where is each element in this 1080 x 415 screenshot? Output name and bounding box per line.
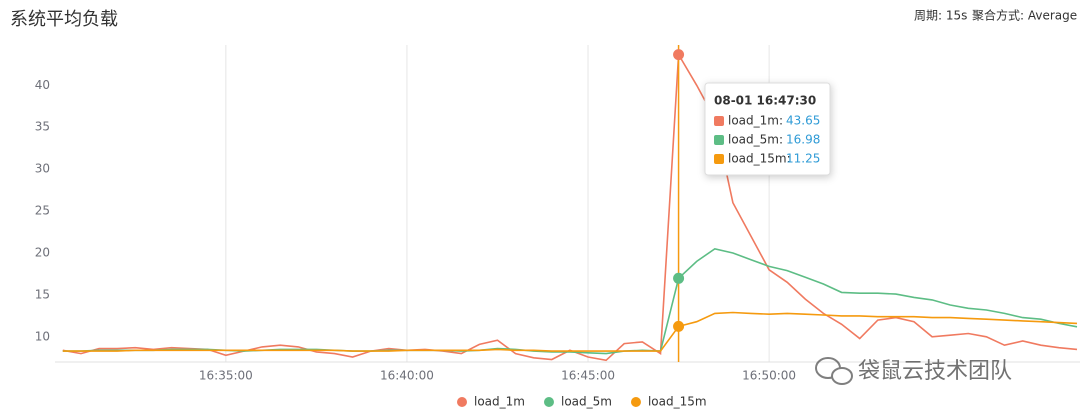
y-tick-label: 20 [35, 245, 50, 259]
tooltip-label: load_5m: [728, 133, 783, 147]
chart-title: 系统平均负载 [10, 9, 118, 30]
legend-label: load_1m [474, 395, 525, 409]
highlight-dot [673, 272, 685, 284]
y-tick-label: 15 [35, 287, 50, 301]
x-tick-label: 16:35:00 [199, 369, 253, 383]
tooltip-swatch [714, 135, 724, 145]
watermark: 袋鼠云技术团队 [815, 357, 1012, 385]
legend-marker [543, 397, 554, 407]
y-tick-label: 30 [35, 162, 50, 176]
tooltip-value: 11.25 [786, 152, 820, 166]
x-tick-label: 16:40:00 [380, 369, 434, 383]
series-line [62, 311, 1078, 352]
legend-marker [457, 397, 467, 407]
highlight-dot [673, 320, 685, 332]
tooltip-title: 08-01 16:47:30 [714, 94, 816, 108]
y-tick-label: 10 [35, 329, 50, 343]
plot: 16:35:00 16:40:00 16:45:00 16:50:00 10 15 20 25… [35, 45, 1080, 383]
tooltip-value: 16.98 [786, 133, 820, 147]
legend-label: load_5m [561, 395, 612, 409]
y-tick-label: 35 [35, 120, 50, 134]
highlight-dot [673, 49, 685, 61]
y-tick-label: 25 [35, 204, 50, 218]
series-line [62, 247, 1078, 355]
legend-marker [630, 397, 641, 407]
tooltip-label: load_1m: [728, 114, 783, 128]
aggregation: 聚合方式: Average [972, 8, 1077, 23]
tooltip-value: 43.65 [786, 114, 820, 128]
tooltip-box [704, 82, 831, 176]
wechat-icon [831, 367, 853, 385]
tooltip-swatch [714, 116, 724, 126]
tooltip-label: load_15m: [728, 152, 791, 166]
watermark-text: 袋鼠云技术团队 [858, 359, 1012, 384]
legend-label: load_15m [648, 395, 707, 409]
tooltip-swatch [714, 154, 724, 164]
series-line [62, 51, 1078, 362]
x-tick-label: 16:50:00 [742, 369, 796, 383]
y-tick-label: 40 [35, 78, 50, 92]
x-tick-label: 16:45:00 [561, 369, 615, 383]
period: 周期: 15s [914, 9, 967, 23]
